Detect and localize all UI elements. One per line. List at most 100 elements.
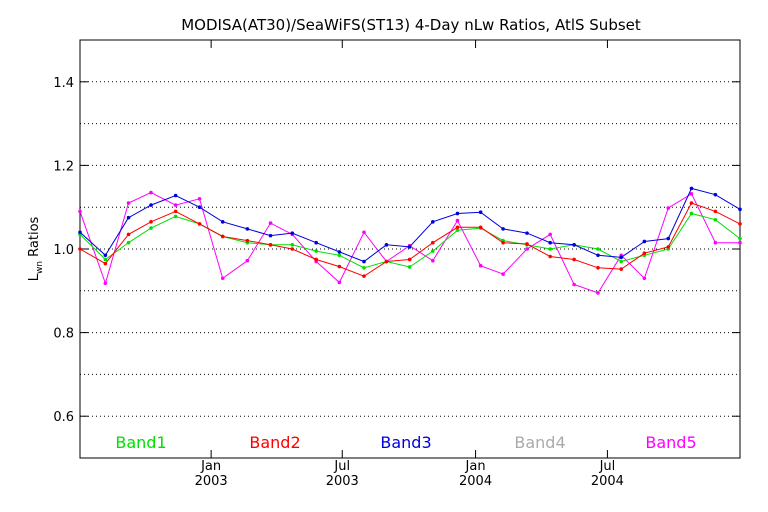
series-line-band5: [79, 192, 740, 294]
x-tick-label-month: Jul: [599, 459, 616, 474]
data-point-band2: [455, 225, 460, 230]
data-point-band1: [149, 226, 153, 230]
data-point-band2: [407, 257, 412, 262]
x-tick-label-month: Jul: [333, 459, 350, 474]
data-point-band2: [548, 254, 552, 259]
data-point-band2: [642, 251, 647, 255]
data-point-band2: [220, 234, 225, 239]
data-point-band3: [362, 259, 366, 264]
data-point-band2: [126, 232, 131, 237]
y-axis-label-main: L: [27, 273, 42, 281]
data-point-band1: [103, 257, 108, 262]
data-point-band2: [738, 222, 742, 226]
data-point-band1: [689, 211, 694, 216]
data-point-band3: [619, 255, 623, 260]
y-axis-label: Lwn Ratios: [27, 216, 45, 281]
x-tick-label-month: Jan: [465, 459, 486, 474]
data-point-band3: [337, 250, 342, 254]
data-point-band3: [103, 253, 108, 258]
data-point-band5: [525, 247, 529, 251]
data-point-band2: [431, 240, 435, 245]
y-tick-label: 0.6: [53, 410, 74, 425]
data-point-band1: [619, 259, 623, 264]
data-point-band2: [78, 247, 82, 251]
data-point-band1: [548, 247, 552, 251]
legend-band2: Band2: [249, 433, 300, 452]
data-point-band3: [689, 186, 694, 191]
data-point-band3: [245, 227, 250, 231]
data-point-band2: [384, 259, 389, 264]
data-point-band2: [337, 264, 342, 269]
data-point-band5: [126, 201, 131, 205]
data-point-band3: [501, 227, 505, 231]
data-point-band5: [337, 280, 342, 285]
x-tick-label-year: 2003: [326, 474, 359, 489]
data-point-band2: [572, 257, 576, 262]
plot-frame: [79, 39, 741, 459]
data-point-band3: [407, 245, 412, 249]
data-point-band2: [501, 240, 505, 245]
data-point-band3: [431, 220, 435, 224]
data-point-band5: [197, 197, 202, 201]
data-point-band1: [738, 236, 742, 241]
legend-band3: Band3: [380, 433, 431, 452]
data-point-band2: [314, 257, 318, 262]
legend: Band1 Band2 Band3 Band4 Band5: [115, 433, 696, 452]
data-point-band3: [173, 193, 178, 198]
data-point-band2: [149, 220, 153, 224]
data-point-band1: [290, 243, 295, 247]
data-point-band3: [666, 236, 671, 241]
data-point-band2: [245, 238, 250, 243]
x-tick-label-year: 2004: [459, 474, 492, 489]
data-point-band5: [501, 272, 505, 276]
data-point-band1: [713, 217, 718, 222]
data-point-band2: [103, 261, 108, 266]
legend-band5: Band5: [645, 433, 696, 452]
data-point-band5: [431, 258, 435, 263]
data-point-band5: [245, 258, 250, 263]
data-point-band2: [362, 274, 366, 278]
y-tick-label: 1.0: [53, 243, 74, 258]
data-point-band3: [268, 233, 273, 238]
x-tick-label-year: 2003: [195, 474, 228, 489]
data-point-band5: [572, 282, 576, 287]
data-point-band1: [455, 228, 460, 232]
data-point-band5: [362, 230, 366, 235]
data-point-band2: [713, 209, 718, 214]
data-point-band5: [713, 240, 718, 245]
data-point-band2: [197, 222, 202, 226]
data-point-band3: [78, 230, 82, 235]
y-axis-label-sub: wn: [35, 261, 45, 274]
y-axis: 0.6 0.8 1.0 1.2 1.4: [53, 76, 740, 425]
data-point-band1: [173, 214, 178, 219]
data-point-band3: [384, 243, 389, 247]
data-point-band5: [596, 291, 600, 295]
data-point-band3: [126, 215, 131, 220]
data-point-band5: [149, 190, 153, 195]
data-point-band5: [103, 281, 108, 286]
data-point-band3: [548, 240, 552, 245]
data-point-band2: [666, 245, 671, 249]
data-point-band3: [642, 239, 647, 244]
data-point-band3: [197, 205, 202, 209]
x-tick-label-year: 2004: [591, 474, 624, 489]
data-point-band1: [596, 247, 600, 251]
data-point-band1: [362, 266, 366, 270]
y-tick-label: 1.2: [53, 159, 74, 174]
y-tick-label: 1.4: [53, 76, 74, 91]
series-group: [78, 186, 742, 295]
data-point-band5: [455, 218, 460, 223]
data-point-band3: [290, 231, 295, 235]
data-point-band3: [738, 207, 742, 212]
data-point-band5: [642, 276, 647, 281]
data-point-band1: [407, 265, 412, 269]
grid: [80, 81, 740, 417]
data-point-band2: [478, 225, 483, 230]
data-point-band3: [478, 210, 483, 215]
data-point-band5: [268, 221, 273, 225]
data-point-band2: [689, 201, 694, 205]
data-point-band5: [548, 232, 552, 237]
data-point-band3: [525, 231, 529, 235]
data-point-band5: [689, 192, 694, 196]
